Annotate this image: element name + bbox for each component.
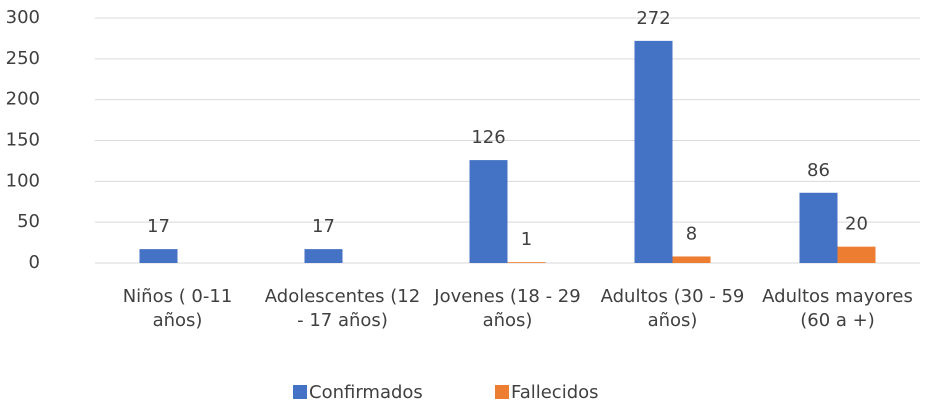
bar <box>837 246 876 263</box>
data-label: 17 <box>147 216 170 237</box>
y-tick-label: 50 <box>17 211 40 232</box>
bar <box>507 262 546 263</box>
data-label: 17 <box>312 216 335 237</box>
legend-swatch <box>293 385 307 399</box>
data-label: 86 <box>807 160 830 181</box>
data-label: 1 <box>521 229 532 250</box>
y-tick-label: 100 <box>6 170 40 191</box>
legend-swatch <box>495 385 509 399</box>
y-tick-label: 0 <box>29 252 40 273</box>
bar <box>799 192 838 263</box>
x-tick-label: Adultos (30 - 59 años) <box>600 286 745 331</box>
bar <box>304 249 343 263</box>
bar <box>634 40 673 263</box>
y-tick-label: 250 <box>6 48 40 69</box>
data-label: 272 <box>636 8 670 29</box>
data-label: 8 <box>686 223 697 244</box>
legend-label: Confirmados <box>309 382 423 403</box>
y-tick-label: 150 <box>6 130 40 151</box>
bar <box>469 160 508 263</box>
bar <box>139 249 178 263</box>
data-label: 20 <box>845 214 868 235</box>
bar <box>672 256 711 263</box>
y-tick-label: 300 <box>6 7 40 28</box>
x-tick-label: Adultos mayores (60 a +) <box>762 286 913 331</box>
x-tick-label: Adolescentes (12 - 17 años) <box>264 286 421 331</box>
data-label: 126 <box>471 127 505 148</box>
x-tick-label: Jovenes (18 - 29 años) <box>434 286 581 331</box>
y-tick-label: 200 <box>6 89 40 110</box>
legend-label: Fallecidos <box>511 382 599 403</box>
x-tick-label: Niños ( 0-11 años) <box>122 286 233 331</box>
